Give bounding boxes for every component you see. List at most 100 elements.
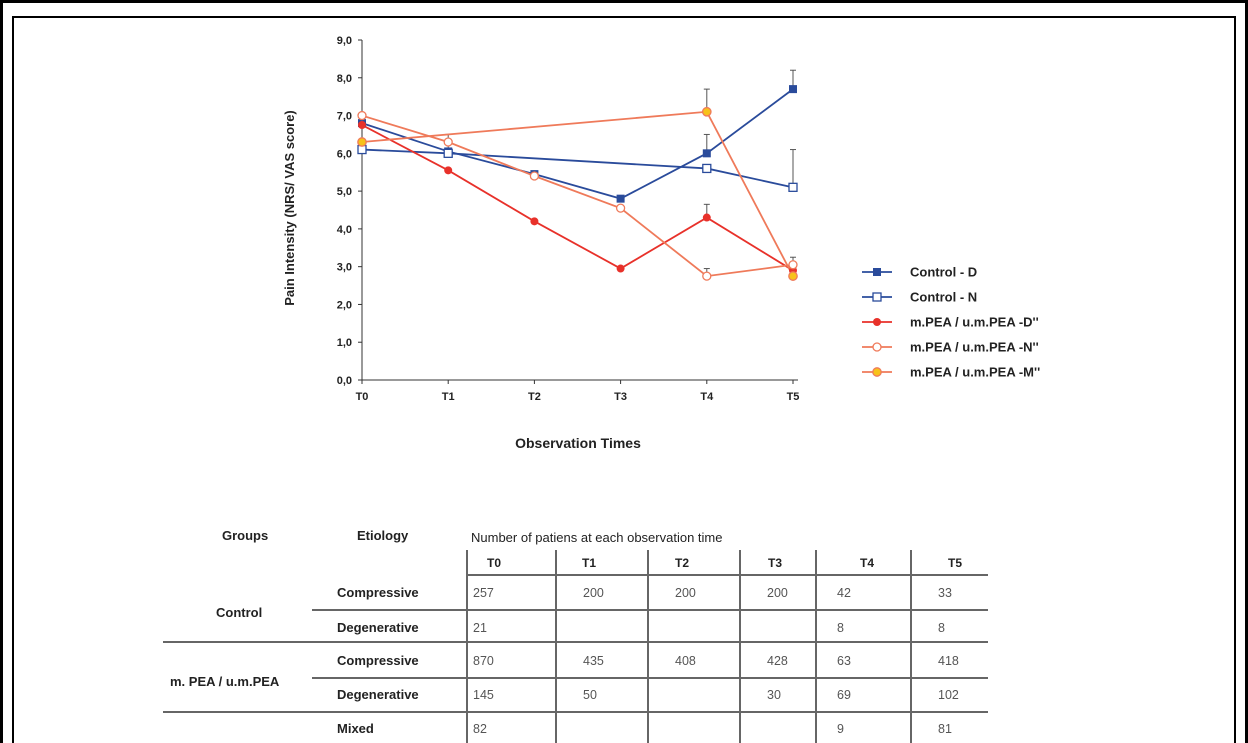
legend-marker-0 — [873, 268, 881, 276]
legend-marker-1 — [872, 292, 882, 302]
legend-label-1: Control - N — [910, 290, 977, 305]
row-etiology: Compressive — [337, 653, 419, 668]
table-cell: 33 — [938, 586, 952, 600]
data-point-s1-T4 — [702, 163, 712, 174]
table-cell: 257 — [473, 586, 494, 600]
row-etiology: Degenerative — [337, 687, 419, 702]
table-cell: 200 — [675, 586, 696, 600]
x-tick-label: T0 — [356, 391, 369, 403]
column-header: T3 — [768, 556, 783, 570]
legend-label-2: m.PEA / u.m.PEA -D'' — [910, 315, 1039, 330]
data-point-s3-T1 — [443, 137, 453, 147]
table-cell: 200 — [583, 586, 604, 600]
y-tick-label: 4,0 — [337, 224, 352, 236]
data-point-s0-T4 — [702, 149, 711, 158]
series-line-0 — [361, 88, 794, 200]
column-divider — [815, 550, 817, 743]
column-header: T5 — [948, 556, 963, 570]
row-divider — [312, 609, 988, 611]
table-cell: 50 — [583, 688, 597, 702]
table-cell: 21 — [473, 621, 487, 635]
table-cell: 82 — [473, 722, 487, 736]
legend-label-3: m.PEA / u.m.PEA -N'' — [910, 340, 1039, 355]
table-cell: 63 — [837, 654, 851, 668]
column-header: T2 — [675, 556, 690, 570]
group-name: m. PEA / u.m.PEA — [170, 674, 280, 689]
data-point-s2-T0 — [358, 121, 366, 129]
data-point-s3-T5 — [788, 260, 798, 270]
column-header: T0 — [487, 556, 502, 570]
row-etiology: Mixed — [337, 721, 374, 736]
column-header: T4 — [860, 556, 875, 570]
data-point-s3-T4 — [702, 271, 712, 281]
table-cell: 8 — [938, 621, 945, 635]
y-tick-label: 6,0 — [337, 148, 352, 160]
row-divider — [312, 677, 988, 679]
column-header: T1 — [582, 556, 597, 570]
data-point-s1-T1 — [443, 148, 453, 158]
table-cell: 69 — [837, 688, 851, 702]
x-tick-label: T5 — [787, 391, 800, 403]
table-cell: 102 — [938, 688, 959, 702]
y-axis-label: Pain Intensity (NRS/ VAS score) — [282, 110, 297, 306]
legend-marker-4 — [872, 367, 882, 377]
data-point-s3-T3 — [615, 203, 626, 213]
table-cell: 870 — [473, 654, 494, 668]
data-point-s3-T0 — [357, 110, 367, 121]
y-tick-label: 9,0 — [337, 35, 352, 47]
table-cell: 42 — [837, 586, 851, 600]
y-tick-label: 1,0 — [337, 337, 352, 349]
table-cell: 428 — [767, 654, 788, 668]
x-axis-label: Observation Times — [515, 435, 641, 451]
y-tick-label: 3,0 — [337, 262, 352, 274]
data-point-s3-T2 — [529, 171, 540, 181]
header-caption: Number of patiens at each observation ti… — [471, 530, 723, 545]
series-line-1 — [361, 148, 794, 189]
legend-marker-2 — [873, 318, 881, 326]
table-cell: 8 — [837, 621, 844, 635]
y-tick-label: 2,0 — [337, 299, 352, 311]
series-line-2 — [361, 124, 794, 272]
data-point-s4-T0 — [357, 137, 367, 147]
data-point-s0-T5 — [789, 85, 797, 94]
legend-label-0: Control - D — [910, 265, 977, 280]
data-point-s2-T1 — [444, 166, 453, 175]
frame-top-border — [0, 0, 1248, 3]
table-cell: 81 — [938, 722, 952, 736]
x-tick-label: T1 — [442, 391, 455, 403]
legend-label-4: m.PEA / u.m.PEA -M'' — [910, 365, 1040, 380]
figure-frame — [12, 16, 1236, 743]
row-divider — [466, 574, 988, 576]
line-chart: 0,0 1,0 2,0 3,0 4,0 5,0 6,0 7,0 8,0 9,0 T0 T1 T2 T3 T4… — [282, 35, 1040, 451]
x-tick-label: T2 — [528, 391, 541, 403]
row-divider — [163, 641, 988, 643]
header-groups: Groups — [222, 528, 269, 543]
table-cell: 30 — [767, 688, 781, 702]
column-divider — [555, 550, 557, 743]
table-cell: 408 — [675, 654, 696, 668]
column-divider — [739, 550, 741, 743]
data-point-s4-T4 — [701, 106, 712, 117]
x-tick-label: T4 — [700, 391, 714, 403]
data-point-s1-T5 — [788, 182, 798, 192]
table-cell: 435 — [583, 654, 604, 668]
frame-right-border — [1245, 0, 1248, 743]
data-point-s2-T3 — [616, 264, 625, 273]
y-tick-label: 8,0 — [337, 73, 352, 85]
y-tick-label: 0,0 — [337, 375, 352, 387]
column-divider — [466, 550, 468, 743]
data-point-s2-T2 — [530, 217, 539, 226]
row-etiology: Compressive — [337, 585, 419, 600]
table-cell: 418 — [938, 654, 959, 668]
group-name: Control — [216, 605, 263, 620]
data-point-s4-T5 — [788, 271, 798, 281]
series-line-3 — [361, 114, 794, 278]
data-point-s2-T4 — [702, 213, 711, 222]
y-tick-label: 7,0 — [337, 111, 352, 123]
column-divider — [647, 550, 649, 743]
data-point-s0-T3 — [616, 194, 625, 203]
row-divider — [163, 711, 988, 713]
frame-left-border — [0, 0, 3, 743]
table-cell: 200 — [767, 586, 788, 600]
y-tick-label: 5,0 — [337, 186, 352, 198]
